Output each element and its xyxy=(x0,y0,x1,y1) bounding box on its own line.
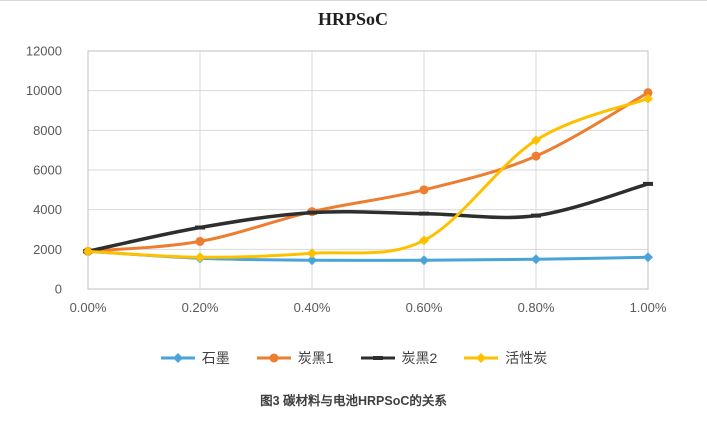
series-carbon-black-1 xyxy=(83,88,653,256)
x-tick-label: 1.00% xyxy=(630,300,667,315)
axis-labels: 0 2000 4000 6000 8000 10000 12000 0.00% 0.20% 0.4… xyxy=(26,44,667,316)
legend-item-carbon-black-2: 炭黑2 xyxy=(360,348,438,368)
legend-swatch-activated-carbon xyxy=(464,353,499,363)
series-activated-carbon xyxy=(83,93,653,263)
x-tick-label: 0.40% xyxy=(294,300,331,315)
y-tick-label: 4000 xyxy=(33,202,62,217)
series-carbon-black-2 xyxy=(83,181,653,254)
y-tick-label: 8000 xyxy=(33,123,62,138)
legend-label-graphite: 石墨 xyxy=(201,350,230,366)
legend-item-carbon-black-1: 炭黑1 xyxy=(256,348,334,368)
x-tick-label: 0.00% xyxy=(70,300,107,315)
series-lines xyxy=(83,88,653,266)
y-tick-label: 12000 xyxy=(26,44,62,59)
y-tick-label: 10000 xyxy=(26,83,62,98)
x-tick-label: 0.60% xyxy=(406,300,443,315)
legend-label-carbon-black-1: 炭黑1 xyxy=(297,350,334,366)
x-tick-label: 0.80% xyxy=(518,300,555,315)
x-tick-label: 0.20% xyxy=(182,300,219,315)
figure-caption: 图3 碳材料与电池HRPSoC的关系 xyxy=(260,394,447,408)
gridlines xyxy=(87,50,649,290)
chart-legend: 石墨 炭黑1 炭黑2 活性炭 xyxy=(0,348,707,368)
legend-label-activated-carbon: 活性炭 xyxy=(505,350,548,366)
y-tick-label: 2000 xyxy=(33,242,62,257)
chart-title: HRPSoC xyxy=(318,9,388,29)
legend-label-carbon-black-2: 炭黑2 xyxy=(401,350,438,366)
legend-item-graphite: 石墨 xyxy=(160,348,230,368)
legend-swatch-carbon-black-2 xyxy=(360,356,395,360)
legend-swatch-graphite xyxy=(160,353,195,363)
y-tick-label: 6000 xyxy=(33,163,62,178)
legend-swatch-carbon-black-1 xyxy=(256,353,291,363)
y-tick-label: 0 xyxy=(55,282,62,297)
legend-item-activated-carbon: 活性炭 xyxy=(463,348,547,368)
